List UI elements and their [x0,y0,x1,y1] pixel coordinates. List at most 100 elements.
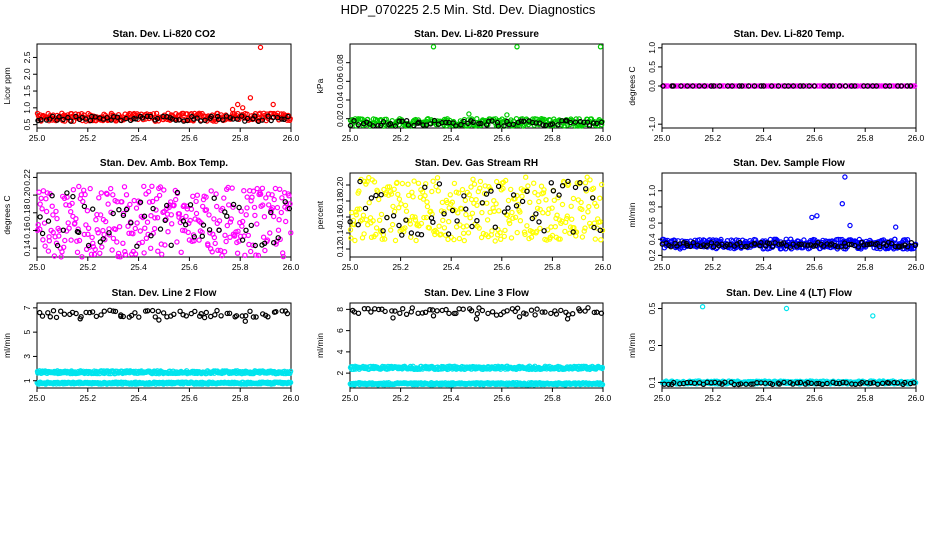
y-tick-label: 1.0 [647,185,657,197]
data-point [134,243,140,249]
data-point [259,185,266,191]
data-point [277,186,283,192]
chart-panel: Stan. Dev. Amb. Box Temp. 25.0 25.2 25.4 25.… [2,158,300,272]
data-point [193,198,199,205]
data-point [74,238,80,244]
data-point [473,316,480,322]
data-point [395,191,401,198]
data-point [35,221,41,228]
y-tick-label: 0.16 [335,208,345,225]
data-point [371,179,378,185]
data-point [467,214,473,221]
data-point [729,83,735,89]
data-point [598,310,605,316]
data-point [269,192,275,198]
data-point [243,212,249,218]
data-point [894,380,901,386]
data-point [752,241,758,247]
data-point [65,220,71,226]
data-point [423,214,430,221]
data-point [137,228,143,234]
data-point [384,214,390,221]
data-point [206,227,213,233]
data-point [194,192,200,198]
data-point [128,220,134,226]
x-tick-label: 25.8 [857,262,874,272]
data-point [722,379,728,385]
x-tick-label: 26.0 [595,393,612,403]
data-point [523,174,529,180]
data-point [514,229,520,236]
data-point [156,317,162,323]
data-point [826,83,833,89]
data-point [430,44,437,50]
data-point [527,199,533,205]
data-point [360,212,367,218]
data-point [891,379,897,386]
data-point [776,241,782,247]
data-point [555,122,561,128]
data-point [466,191,472,198]
data-point [218,313,224,319]
data-point [814,380,820,387]
chart-panel: Stan. Dev. Li-820 Pressure 25.0 25.2 25.4 25… [315,29,612,143]
data-point [347,227,354,233]
y-axis-label: ml/min [2,333,12,358]
data-point [599,381,606,388]
data-point [887,83,893,89]
y-axis-label: kPa [315,78,325,93]
data-point [762,380,768,386]
data-point [213,191,219,197]
data-point [842,240,848,246]
data-point [150,205,156,212]
data-point [97,239,104,245]
data-point [239,237,246,243]
y-axis-label: Licor ppm [2,67,12,104]
data-point [564,316,571,322]
data-point [91,251,98,258]
data-point [353,212,359,218]
data-point [411,178,417,184]
data-point [39,206,45,212]
data-point [415,180,422,186]
data-point [168,212,174,218]
data-point [907,83,914,89]
data-point [183,213,189,220]
data-point [440,217,446,224]
data-point [402,202,409,209]
data-point [283,218,289,225]
data-point [97,212,104,218]
data-point [173,117,179,123]
data-point [273,309,279,315]
data-point [744,243,750,250]
data-point [724,242,730,248]
data-point [422,309,429,315]
data-point [110,308,117,314]
data-point [122,251,129,258]
data-point [276,216,282,223]
plot-frame [349,302,604,389]
data-point [505,197,512,204]
data-point [281,116,287,123]
data-point [461,118,467,125]
y-tick-label: 0.12 [335,240,345,257]
data-point [156,192,163,199]
data-point [69,200,75,207]
data-point [458,121,464,128]
y-axis-label: degrees C [627,66,637,105]
data-point [244,115,251,122]
data-point [96,195,102,201]
data-point [263,195,269,201]
data-point [380,119,387,125]
data-point [534,228,540,235]
data-point [149,307,156,314]
data-point [390,315,396,321]
data-point [37,226,43,232]
data-point [586,203,592,210]
data-point [585,209,591,215]
data-point [42,243,48,249]
x-tick-label: 25.8 [857,393,874,403]
data-point [570,195,577,202]
data-point [376,217,383,223]
data-point [766,83,772,89]
